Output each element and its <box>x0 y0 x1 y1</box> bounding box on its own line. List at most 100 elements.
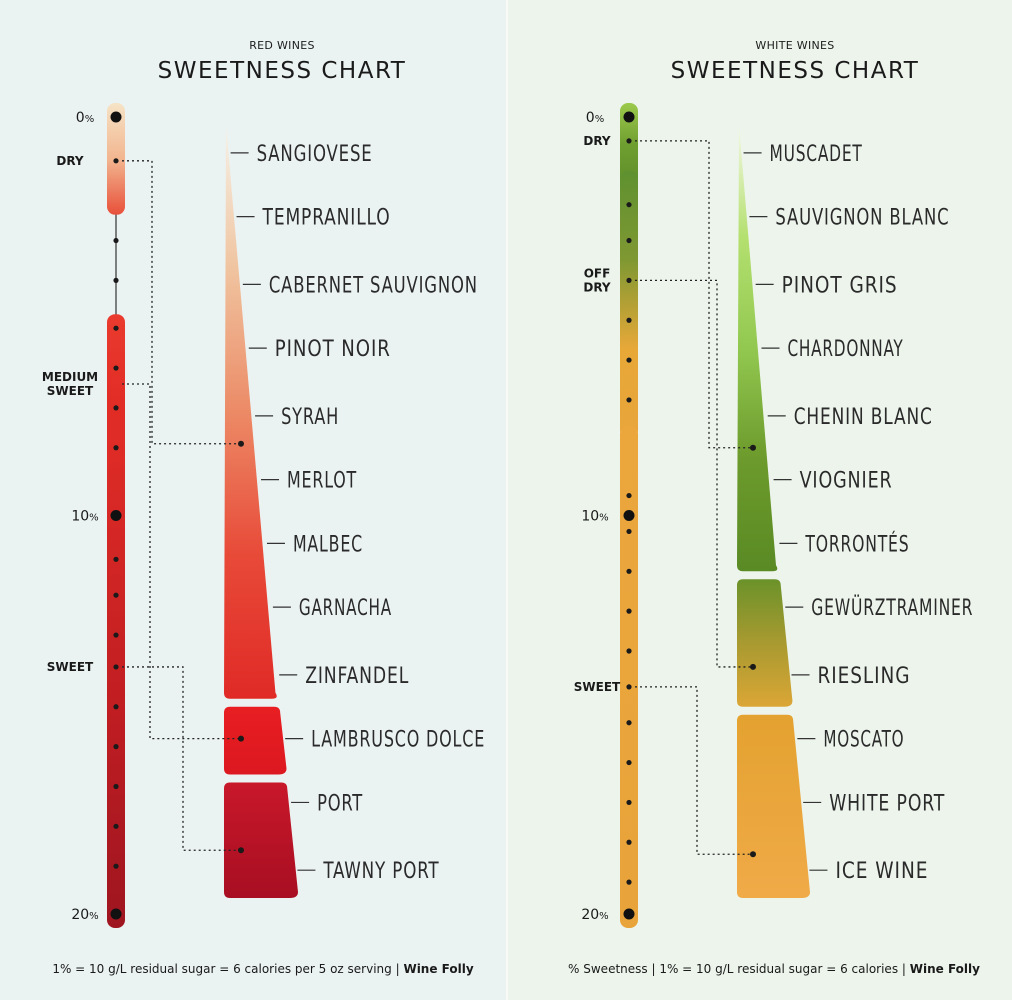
scale-point <box>626 720 632 726</box>
scale-label-number: 10 <box>71 509 89 525</box>
scale-point <box>626 277 632 283</box>
sweetness-bar <box>737 579 793 707</box>
scale-point <box>626 202 632 208</box>
scale-point <box>626 138 632 144</box>
varietal-label: GARNACHA <box>299 596 392 621</box>
scale-major-point <box>110 908 122 920</box>
level-band <box>107 461 125 928</box>
bar-point <box>750 444 756 451</box>
varietal-label: ICE WINE <box>835 859 928 884</box>
scale-label-unit: % <box>89 513 99 524</box>
scale-major-point <box>623 111 635 123</box>
scale-label-number: 10 <box>581 509 599 525</box>
level-label-line: SWEET <box>574 680 621 694</box>
scale-point <box>113 664 119 670</box>
varietal-label: SANGIOVESE <box>257 142 373 167</box>
level-band <box>620 170 638 438</box>
varietal-label: PORT <box>317 791 363 816</box>
scale-point <box>626 759 632 766</box>
dotted-link <box>635 140 753 449</box>
scale-point <box>113 445 119 451</box>
footer-note: 1% = 10 g/L residual sugar = 6 calories … <box>52 962 474 976</box>
level-label-line: OFF <box>584 266 611 280</box>
scale-point <box>626 528 632 535</box>
scale-label-number: 20 <box>71 907 89 923</box>
scale-point <box>113 277 119 283</box>
varietal-label: ZINFANDEL <box>305 664 409 689</box>
scale-point <box>626 397 632 403</box>
scale-point <box>113 704 119 710</box>
level-label: DRY <box>583 134 611 148</box>
sweetness-bar <box>737 714 810 899</box>
footer-text: 1% = 10 g/L residual sugar = 6 calories … <box>52 962 403 976</box>
sweetness-bar <box>224 706 287 775</box>
white-wines-panel: WHITE WINES SWEETNESS CHART % Sweetness … <box>506 0 1012 1000</box>
bar-point <box>238 440 244 447</box>
varietal-label: MERLOT <box>287 469 357 494</box>
scale-point <box>626 492 632 499</box>
scale-major-point <box>623 908 635 920</box>
scale-label-number: 0 <box>586 110 595 126</box>
scale-point <box>113 556 119 562</box>
varietal-label: WHITE PORT <box>829 791 945 816</box>
varietal-label: TORRONTÉS <box>805 531 910 557</box>
bar-point <box>750 851 756 858</box>
chart-title: SWEETNESS CHART <box>158 58 407 84</box>
scale-label-number: 20 <box>581 907 599 923</box>
level-band <box>620 103 638 187</box>
scale-point <box>626 237 632 244</box>
scale-label-unit: % <box>599 513 609 524</box>
sweetness-bar <box>224 124 277 699</box>
level-label: SWEET <box>574 680 621 694</box>
scale-point <box>626 608 632 614</box>
scale-label-number: 0 <box>76 110 85 126</box>
red-wines-chart: RED WINES SWEETNESS CHART 1% = 10 g/L re… <box>42 39 485 976</box>
scale-point <box>626 839 632 845</box>
scale-point <box>626 879 632 885</box>
varietal-label: CABERNET SAUVIGNON <box>269 273 478 298</box>
scale-point <box>626 317 632 323</box>
scale-label: 0% <box>586 110 604 126</box>
varietal-label: SAUVIGNON BLANC <box>775 206 949 231</box>
varietal-label: TAWNY PORT <box>323 859 440 884</box>
level-band <box>620 425 638 928</box>
scale-point <box>626 568 632 574</box>
scale-major-point <box>623 510 635 521</box>
level-label: SWEET <box>47 660 94 674</box>
scale-point <box>113 365 119 371</box>
sweetness-bar <box>224 782 298 899</box>
varietal-label: TEMPRANILLO <box>262 206 391 231</box>
scale-label-unit: % <box>599 911 609 922</box>
varietal-label: LAMBRUSCO DOLCE <box>311 728 485 753</box>
scale-point <box>113 823 119 829</box>
varietal-label: RIESLING <box>818 664 911 689</box>
white-wines-chart: WHITE WINES SWEETNESS CHART % Sweetness … <box>568 39 980 976</box>
bar-point <box>238 847 244 854</box>
level-label-line: DRY <box>56 154 84 168</box>
dotted-link <box>122 160 241 445</box>
varietal-label: CHARDONNAY <box>787 337 903 362</box>
footer-brand: Wine Folly <box>910 962 980 976</box>
varietal-label: MALBEC <box>293 532 363 557</box>
scale-point <box>113 158 119 164</box>
scale-point <box>113 592 119 598</box>
bar-point <box>238 735 244 742</box>
level-band <box>107 314 125 482</box>
varietal-label: VIOGNIER <box>800 469 893 494</box>
scale-label-unit: % <box>89 911 99 922</box>
scale-point <box>113 237 119 244</box>
scale-point <box>113 783 119 790</box>
scale-point <box>113 632 119 638</box>
level-label: OFF DRY <box>583 266 611 294</box>
varietal-label: MUSCADET <box>770 142 863 167</box>
sweetness-bar <box>737 124 778 572</box>
level-label-line: SWEET <box>47 660 94 674</box>
scale-point <box>626 799 632 806</box>
varietal-label: MOSCATO <box>823 728 904 753</box>
red-wines-panel: RED WINES SWEETNESS CHART 1% = 10 g/L re… <box>0 0 506 1000</box>
chart-title: SWEETNESS CHART <box>671 58 920 84</box>
varietal-label: PINOT GRIS <box>782 273 898 298</box>
level-label: DRY <box>56 154 84 168</box>
scale-point <box>626 357 632 363</box>
